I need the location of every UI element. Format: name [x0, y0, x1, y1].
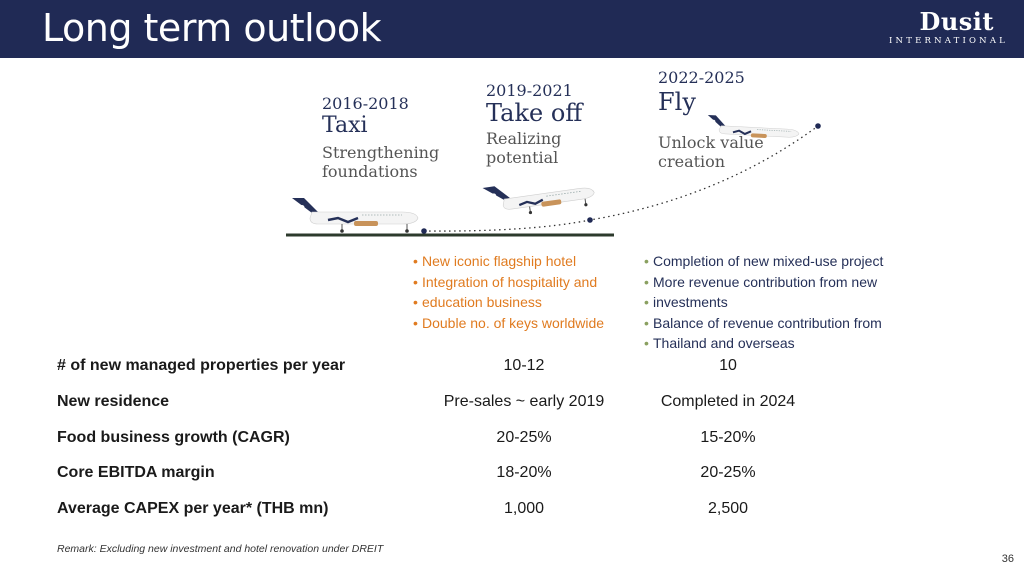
row-value-2019-2021: 1,000 — [503, 500, 545, 517]
trajectory-point — [815, 123, 821, 129]
table-row: Average CAPEX per year* (THB mn) 1,000 2… — [0, 500, 1024, 530]
list-item-continuation: Thailand and overseas — [653, 335, 795, 351]
row-value-2019-2021: 18-20% — [496, 464, 552, 481]
row-value-2022-2025: 10 — [719, 357, 737, 374]
list-item: investments — [644, 292, 883, 313]
stage-desc-line1: Unlock value — [658, 133, 764, 152]
row-value-2019-2021: Pre-sales ~ early 2019 — [443, 393, 605, 410]
row-value-2022-2025: 20-25% — [700, 464, 756, 481]
stage-desc-line1: Realizing — [486, 129, 562, 148]
plane-fly-icon: D — [707, 114, 800, 139]
timeline-graphic: D D D — [286, 114, 821, 237]
row-value-2022-2025: 15-20% — [700, 429, 756, 446]
stage-years: 2022-2025 — [658, 68, 745, 87]
list-item-continuation: education business — [422, 294, 542, 310]
stage-desc-line2: creation — [658, 152, 726, 171]
table-row: New residence Pre-sales ~ early 2019 Com… — [0, 393, 1024, 423]
logo-subtitle: INTERNATIONAL — [889, 36, 1008, 46]
list-item: Double no. of keys worldwide — [413, 313, 604, 334]
stage-desc-line1: Strengthening — [322, 143, 440, 162]
svg-text:D: D — [711, 119, 715, 125]
stage-years: 2019-2021 — [486, 81, 573, 100]
row-value-2019-2021: 10-12 — [503, 357, 545, 374]
list-item: education business — [413, 292, 604, 313]
plane-take-off-icon: D — [482, 186, 595, 215]
list-item: Thailand and overseas — [644, 333, 883, 354]
row-label: # of new managed properties per year — [57, 357, 346, 374]
row-label: Average CAPEX per year* (THB mn) — [57, 500, 329, 517]
table-row: # of new managed properties per year 10-… — [0, 357, 1024, 387]
list-item: Balance of revenue contribution from — [644, 313, 883, 334]
bullets-fly: Completion of new mixed-use project More… — [644, 251, 883, 354]
table-row: Food business growth (CAGR) 20-25% 15-20… — [0, 429, 1024, 459]
stage-fly: 2022-2025 Fly Unlock value creation — [658, 68, 764, 171]
list-item-continuation: investments — [653, 294, 728, 310]
plane-taxi-icon: D — [292, 198, 419, 233]
stage-name: Fly — [658, 88, 696, 116]
header-bar: Long term outlook Dusit INTERNATIONAL — [0, 0, 1024, 58]
remark-footnote: Remark: Excluding new investment and hot… — [57, 543, 384, 555]
row-label: Food business growth (CAGR) — [57, 429, 290, 446]
stage-taxi: 2016-2018 Taxi Strengthening foundations — [322, 94, 439, 181]
list-item: More revenue contribution from new — [644, 272, 883, 293]
trajectory-dotted-line — [423, 125, 819, 232]
stage-years: 2016-2018 — [322, 94, 409, 113]
row-value-2022-2025: 2,500 — [707, 500, 749, 517]
dusit-logo: Dusit INTERNATIONAL — [889, 7, 1008, 47]
list-item: New iconic flagship hotel — [413, 251, 604, 272]
stage-desc-line2: foundations — [322, 162, 418, 181]
bullets-take-off: New iconic flagship hotel Integration of… — [413, 251, 604, 333]
stage-desc-line2: potential — [486, 148, 559, 167]
stage-name: Take off — [486, 99, 583, 127]
trajectory-point — [587, 217, 593, 223]
logo-wordmark: Dusit — [919, 7, 994, 36]
row-value-2022-2025: Completed in 2024 — [660, 393, 796, 410]
list-item: Completion of new mixed-use project — [644, 251, 883, 272]
row-label: Core EBITDA margin — [57, 464, 215, 481]
page-number: 36 — [1001, 553, 1014, 565]
trajectory-point — [421, 228, 427, 234]
stage-take-off: 2019-2021 Take off Realizing potential — [486, 81, 582, 167]
page-title: Long term outlook — [42, 6, 382, 50]
svg-text:D: D — [299, 204, 305, 212]
table-row: Core EBITDA margin 18-20% 20-25% — [0, 464, 1024, 494]
list-item: Integration of hospitality and — [413, 272, 604, 293]
row-value-2019-2021: 20-25% — [496, 429, 552, 446]
row-label: New residence — [57, 393, 170, 410]
stage-name: Taxi — [322, 113, 368, 138]
svg-text:D: D — [490, 192, 497, 201]
